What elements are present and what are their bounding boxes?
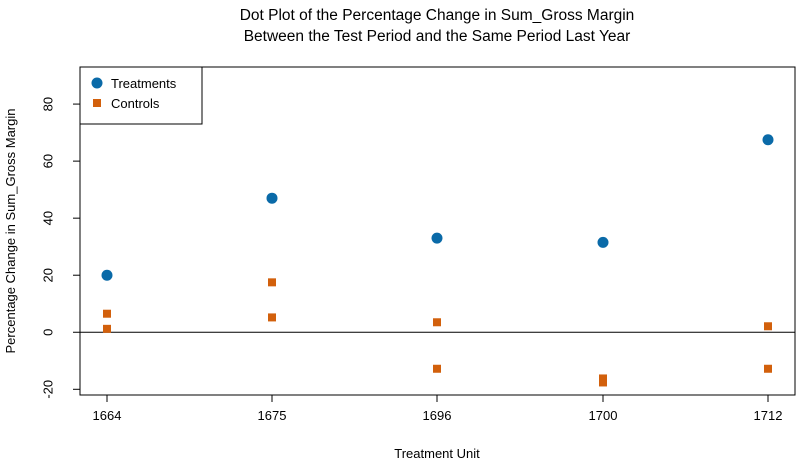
legend: Treatments Controls	[79, 66, 203, 125]
y-axis: -20 0 20 40 60 80	[41, 97, 80, 399]
controls-point	[268, 278, 276, 287]
y-tick-label: 40	[41, 211, 56, 225]
y-tick-label: 0	[41, 329, 56, 336]
x-tick-label: 1664	[93, 408, 122, 423]
y-axis-label: Percentage Change in Sum_Gross Margin	[3, 109, 18, 354]
treatments-point	[101, 269, 113, 281]
controls-point	[103, 309, 111, 318]
chart-title-line-2: Between the Test Period and the Same Per…	[244, 28, 631, 45]
controls-point	[764, 322, 772, 331]
y-tick-label: 20	[41, 268, 56, 282]
legend-controls-label: Controls	[111, 96, 160, 111]
x-tick-label: 1700	[589, 408, 618, 423]
controls-point	[599, 378, 607, 387]
y-tick-label: 80	[41, 97, 56, 111]
treatments-point	[762, 134, 774, 146]
x-tick-label: 1696	[423, 408, 452, 423]
y-tick-label: -20	[41, 380, 56, 399]
controls-point	[764, 364, 772, 373]
legend-controls-marker	[93, 99, 101, 107]
x-axis: 1664 1675 1696 1700 1712	[93, 395, 783, 423]
treatments-point	[266, 192, 278, 204]
x-tick-label: 1712	[754, 408, 783, 423]
treatments-point	[597, 236, 609, 248]
data-points	[101, 134, 774, 387]
controls-point	[103, 324, 111, 333]
chart-title-line-1: Dot Plot of the Percentage Change in Sum…	[240, 7, 635, 24]
legend-treatments-marker	[91, 77, 103, 89]
y-tick-label: 60	[41, 154, 56, 168]
legend-box	[79, 66, 203, 125]
controls-point	[433, 318, 441, 327]
controls-point	[433, 364, 441, 373]
x-tick-label: 1675	[258, 408, 287, 423]
controls-point	[268, 313, 276, 322]
treatments-point	[431, 232, 443, 244]
x-axis-label: Treatment Unit	[394, 446, 480, 461]
legend-treatments-label: Treatments	[111, 76, 177, 91]
